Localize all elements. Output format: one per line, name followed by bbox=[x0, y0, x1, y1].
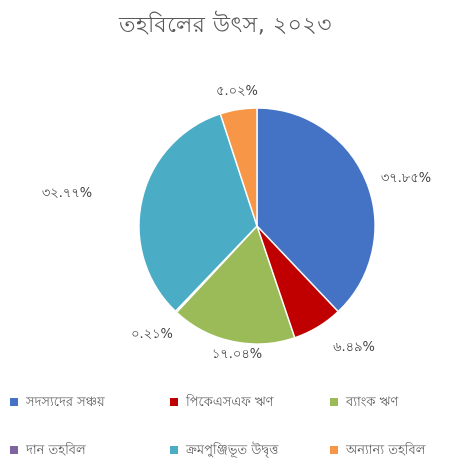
pie-data-labels: ৩৭.৮৫% ৬.৪৯% ১৭.০৪% ০.২১% ৩২.৭৭% ৫.০২% bbox=[42, 84, 431, 362]
legend-row: দান তহবিল ক্রমপুঞ্জিভূত উদ্বৃত্ত অন্যান্য … bbox=[0, 441, 451, 461]
legend-label: ক্রমপুঞ্জিভূত উদ্বৃত্ত bbox=[186, 443, 279, 458]
pie-slice bbox=[219, 107, 258, 227]
chart-title: তহবিলের উৎস, ২০২৩ bbox=[118, 13, 333, 38]
legend-item: ব্যাংক ঋণ bbox=[330, 393, 398, 413]
pie-slice bbox=[256, 107, 376, 313]
pie-chart: ৩৭.৮৫% ৬.৪৯% ১৭.০৪% ০.২১% ৩২.৭৭% ৫.০২% bbox=[42, 84, 431, 362]
legend-label: পিকেএসএফ ঋণ bbox=[186, 395, 274, 410]
legend-swatch bbox=[10, 397, 18, 406]
pie-data-label: ৫.০২% bbox=[216, 84, 258, 99]
legend-item: সদস্যদের সঞ্চয় bbox=[10, 393, 105, 413]
pie-data-label: ১৭.০৪% bbox=[212, 347, 262, 362]
legend-item: পিকেএসএফ ঋণ bbox=[170, 393, 273, 413]
legend-swatch bbox=[170, 397, 178, 406]
legend-swatch bbox=[330, 397, 338, 406]
legend-label: ব্যাংক ঋণ bbox=[346, 395, 399, 410]
legend-swatch bbox=[330, 445, 338, 454]
legend-row: সদস্যদের সঞ্চয় পিকেএসএফ ঋণ ব্যাংক ঋণ bbox=[0, 393, 451, 413]
legend-item: দান তহবিল bbox=[10, 441, 86, 461]
legend-item: অন্যান্য তহবিল bbox=[330, 441, 425, 461]
pie-data-label: ০.২১% bbox=[131, 327, 173, 342]
legend-swatch bbox=[10, 445, 18, 454]
legend-label: অন্যান্য তহবিল bbox=[346, 443, 426, 458]
legend-label: সদস্যদের সঞ্চয় bbox=[26, 395, 105, 410]
legend-swatch bbox=[170, 445, 178, 454]
legend-item: ক্রমপুঞ্জিভূত উদ্বৃত্ত bbox=[170, 441, 278, 461]
pie-slice bbox=[175, 224, 296, 345]
legend-label: দান তহবিল bbox=[26, 443, 86, 458]
pie-data-label: ৬.৪৯% bbox=[333, 340, 375, 355]
pie-slice bbox=[138, 112, 258, 313]
pie-slices bbox=[138, 107, 376, 345]
pie-data-label: ৩৭.৮৫% bbox=[381, 171, 431, 186]
pie-data-label: ৩২.৭৭% bbox=[42, 186, 92, 201]
